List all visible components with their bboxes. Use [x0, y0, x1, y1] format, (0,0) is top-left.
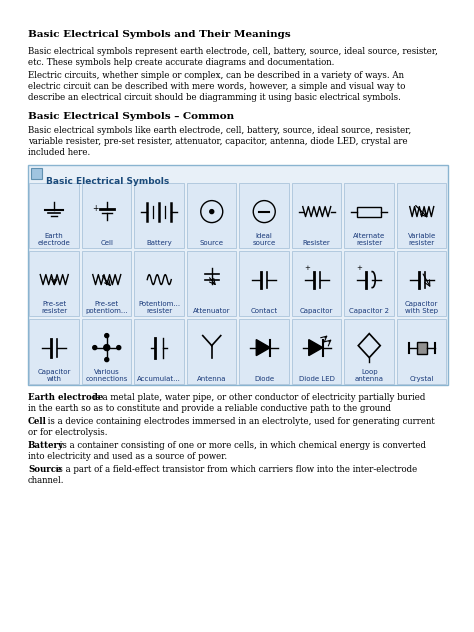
Bar: [187, 319, 237, 384]
Text: describe an electrical circuit should be diagramming it using basic electrical s: describe an electrical circuit should be…: [28, 93, 401, 102]
Text: +: +: [356, 265, 362, 270]
Circle shape: [104, 344, 110, 351]
Bar: [345, 250, 394, 315]
Text: Electric circuits, whether simple or complex, can be described in a variety of w: Electric circuits, whether simple or com…: [28, 71, 404, 80]
Bar: [292, 183, 341, 248]
Bar: [29, 319, 79, 384]
Text: Attenuator: Attenuator: [193, 308, 230, 314]
Text: Various
connections: Various connections: [86, 369, 128, 382]
Text: Accumulat...: Accumulat...: [137, 376, 181, 382]
Text: Capacitor
with: Capacitor with: [37, 369, 71, 382]
Bar: [345, 183, 394, 248]
Text: Capacitor 2: Capacitor 2: [349, 308, 389, 314]
Bar: [397, 183, 447, 248]
Text: Pre-set
resister: Pre-set resister: [41, 301, 67, 314]
Text: Earth
electrode: Earth electrode: [38, 233, 71, 246]
Text: Resister: Resister: [303, 240, 331, 246]
Text: Crystal: Crystal: [410, 376, 434, 382]
Bar: [187, 183, 237, 248]
Bar: [135, 319, 184, 384]
Bar: [239, 183, 289, 248]
Text: Pre-set
potentiom...: Pre-set potentiom...: [85, 301, 128, 314]
Text: Potentiom...
resister: Potentiom... resister: [138, 301, 180, 314]
Text: Basic electrical symbols like earth electrode, cell, battery, source, ideal sour: Basic electrical symbols like earth elec…: [28, 126, 411, 135]
Text: Cell: Cell: [28, 417, 47, 426]
Text: included here.: included here.: [28, 148, 90, 157]
Bar: [31, 168, 42, 179]
Bar: [417, 342, 427, 353]
Circle shape: [210, 210, 214, 214]
Bar: [135, 250, 184, 315]
Text: Capacitor: Capacitor: [300, 308, 333, 314]
Text: Basic electrical symbols represent earth electrode, cell, battery, source, ideal: Basic electrical symbols represent earth…: [28, 47, 438, 56]
Circle shape: [105, 358, 109, 362]
Text: Cell: Cell: [100, 240, 113, 246]
Text: in the earth so as to constitute and provide a reliable conductive path to the g: in the earth so as to constitute and pro…: [28, 404, 391, 413]
Bar: [187, 250, 237, 315]
Text: channel.: channel.: [28, 476, 64, 485]
Text: Antenna: Antenna: [197, 376, 227, 382]
Text: is a device containing electrodes immersed in an electrolyte, used for generatin: is a device containing electrodes immers…: [45, 417, 434, 426]
Bar: [29, 250, 79, 315]
Text: Earth electrode: Earth electrode: [28, 393, 103, 402]
Polygon shape: [256, 339, 270, 356]
Bar: [135, 183, 184, 248]
Bar: [28, 165, 448, 385]
Bar: [239, 319, 289, 384]
Text: Battery: Battery: [146, 240, 172, 246]
Bar: [29, 183, 79, 248]
Text: Contact: Contact: [251, 308, 278, 314]
Bar: [292, 319, 341, 384]
Text: Variable
resister: Variable resister: [408, 233, 436, 246]
Text: or for electrolysis.: or for electrolysis.: [28, 428, 108, 437]
Circle shape: [117, 346, 121, 349]
Text: Loop
antenna: Loop antenna: [355, 369, 384, 382]
Text: etc. These symbols help create accurate diagrams and documentation.: etc. These symbols help create accurate …: [28, 58, 334, 67]
Text: into electricity and used as a source of power.: into electricity and used as a source of…: [28, 452, 227, 461]
Text: Alternate
resister: Alternate resister: [353, 233, 385, 246]
Text: +: +: [92, 204, 99, 213]
Text: +: +: [304, 265, 310, 270]
Bar: [82, 183, 131, 248]
Text: Battery: Battery: [28, 441, 64, 450]
Text: Ideal
source: Ideal source: [253, 233, 276, 246]
Text: Basic Electrical Symbols and Their Meanings: Basic Electrical Symbols and Their Meani…: [28, 30, 291, 39]
Text: Diode LED: Diode LED: [299, 376, 335, 382]
Text: Capacitor
with Step: Capacitor with Step: [405, 301, 438, 314]
Bar: [357, 207, 381, 217]
Text: electric circuit can be described with mere words, however, a simple and visual : electric circuit can be described with m…: [28, 82, 405, 91]
Text: Source: Source: [28, 465, 62, 474]
Text: is a part of a field-effect transistor from which carriers flow into the inter-e: is a part of a field-effect transistor f…: [53, 465, 417, 474]
Text: variable resister, pre-set resister, attenuator, capacitor, antenna, diode LED, : variable resister, pre-set resister, att…: [28, 137, 408, 146]
Text: Basic Electrical Symbols – Common: Basic Electrical Symbols – Common: [28, 112, 234, 121]
Text: is a metal plate, water pipe, or other conductor of electricity partially buried: is a metal plate, water pipe, or other c…: [90, 393, 426, 402]
Circle shape: [105, 334, 109, 337]
Text: Source: Source: [200, 240, 224, 246]
Bar: [397, 250, 447, 315]
Polygon shape: [309, 339, 323, 356]
Bar: [239, 250, 289, 315]
Bar: [82, 319, 131, 384]
Text: is a container consisting of one or more cells, in which chemical energy is conv: is a container consisting of one or more…: [57, 441, 426, 450]
Bar: [292, 250, 341, 315]
Bar: [397, 319, 447, 384]
Bar: [345, 319, 394, 384]
Circle shape: [93, 346, 97, 349]
Text: Basic Electrical Symbols: Basic Electrical Symbols: [46, 177, 169, 186]
Bar: [82, 250, 131, 315]
Text: Diode: Diode: [254, 376, 274, 382]
